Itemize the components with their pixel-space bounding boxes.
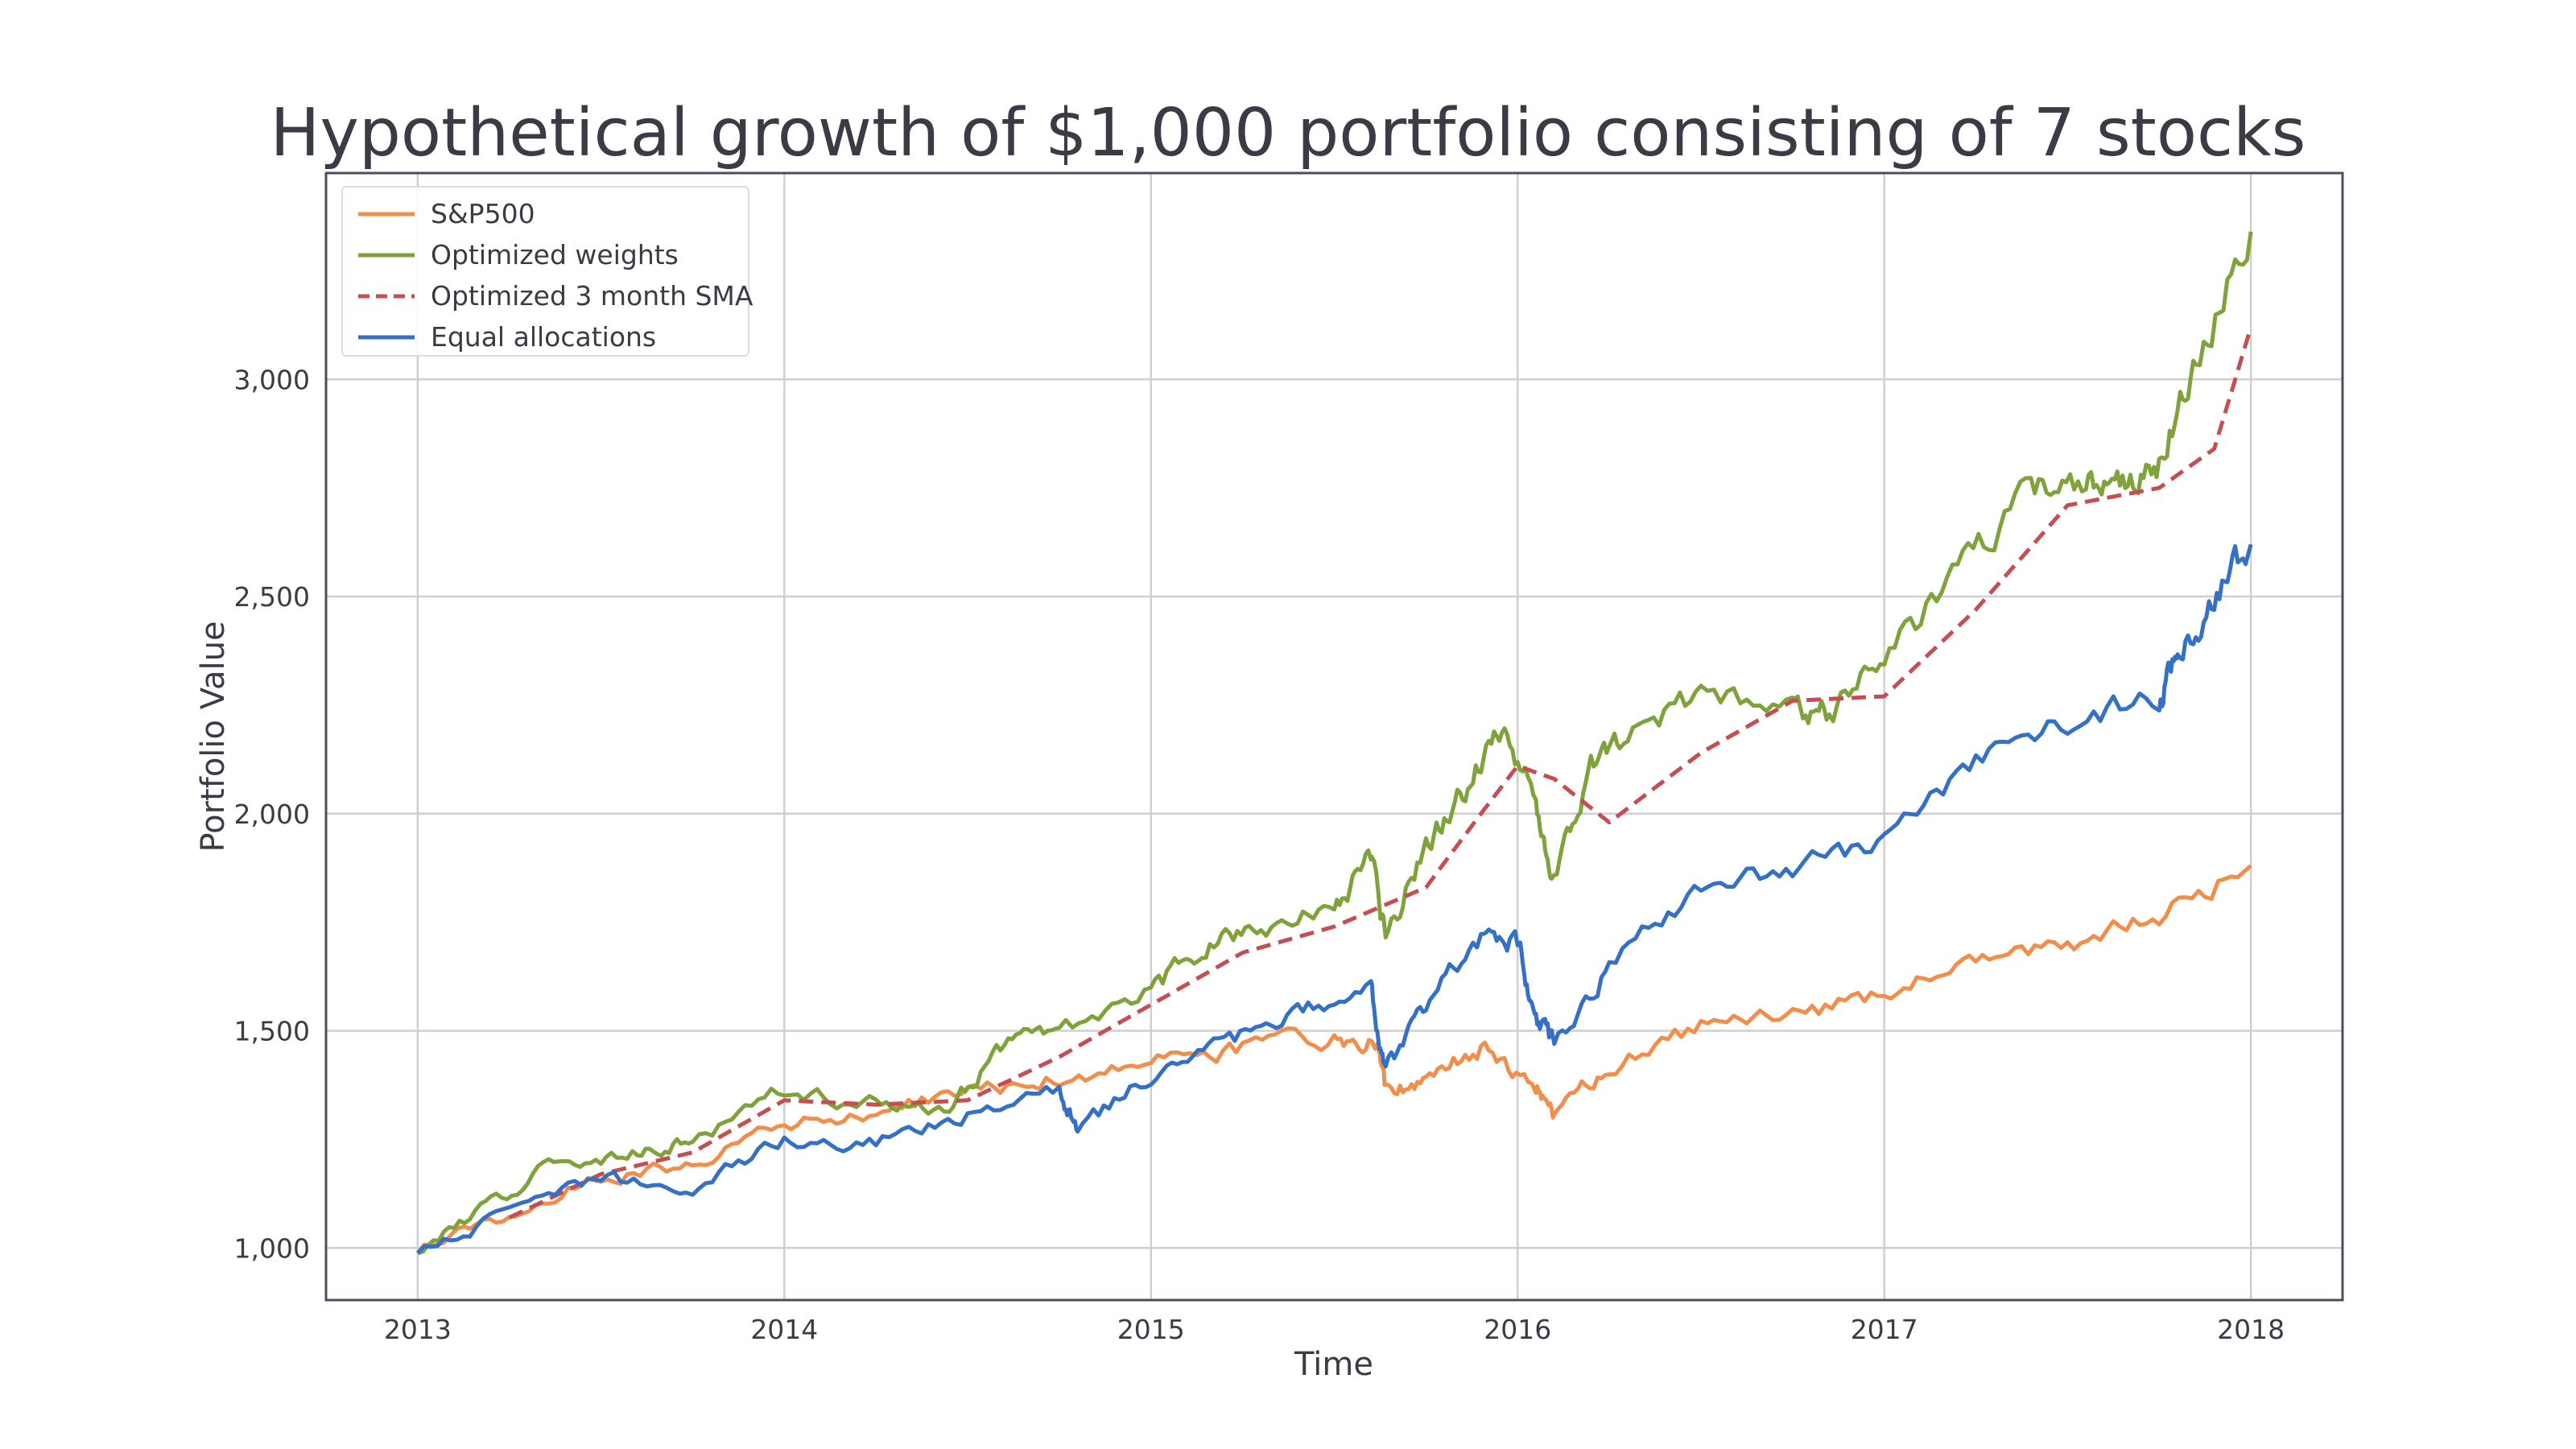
legend: S&P500 Optimized weights Optimized 3 month… (341, 186, 753, 357)
series-line-1 (417, 231, 2253, 1256)
series-line-2 (508, 326, 2253, 1220)
x-tick-label: 2013 (384, 1314, 452, 1345)
x-tick-label: 2016 (1484, 1314, 1551, 1345)
x-tick-label: 2015 (1117, 1314, 1185, 1345)
y-tick-label: 2,000 (234, 799, 310, 830)
y-tick-label: 1,500 (234, 1016, 310, 1047)
series-line-0 (415, 864, 2252, 1255)
legend-label: Equal allocations (431, 321, 656, 353)
series-line-3 (416, 543, 2253, 1255)
chart-title: Hypothetical growth of $1,000 portfolio … (270, 95, 2306, 171)
y-tick-label: 3,000 (234, 364, 310, 395)
x-tick-label: 2017 (1851, 1314, 1918, 1345)
legend-label: Optimized 3 month SMA (431, 280, 753, 312)
legend-label: S&P500 (431, 198, 535, 229)
y-axis-label: Portfolio Value (195, 621, 232, 852)
y-tick-label: 1,000 (234, 1232, 310, 1264)
x-tick-label: 2014 (750, 1314, 818, 1345)
legend-box (341, 186, 749, 357)
legend-label: Optimized weights (431, 239, 679, 270)
plot-frame (324, 171, 2344, 1302)
x-axis-label: Time (1294, 1346, 1373, 1383)
x-tick-label: 2018 (2217, 1314, 2285, 1345)
y-tick-label: 2,500 (234, 581, 310, 613)
